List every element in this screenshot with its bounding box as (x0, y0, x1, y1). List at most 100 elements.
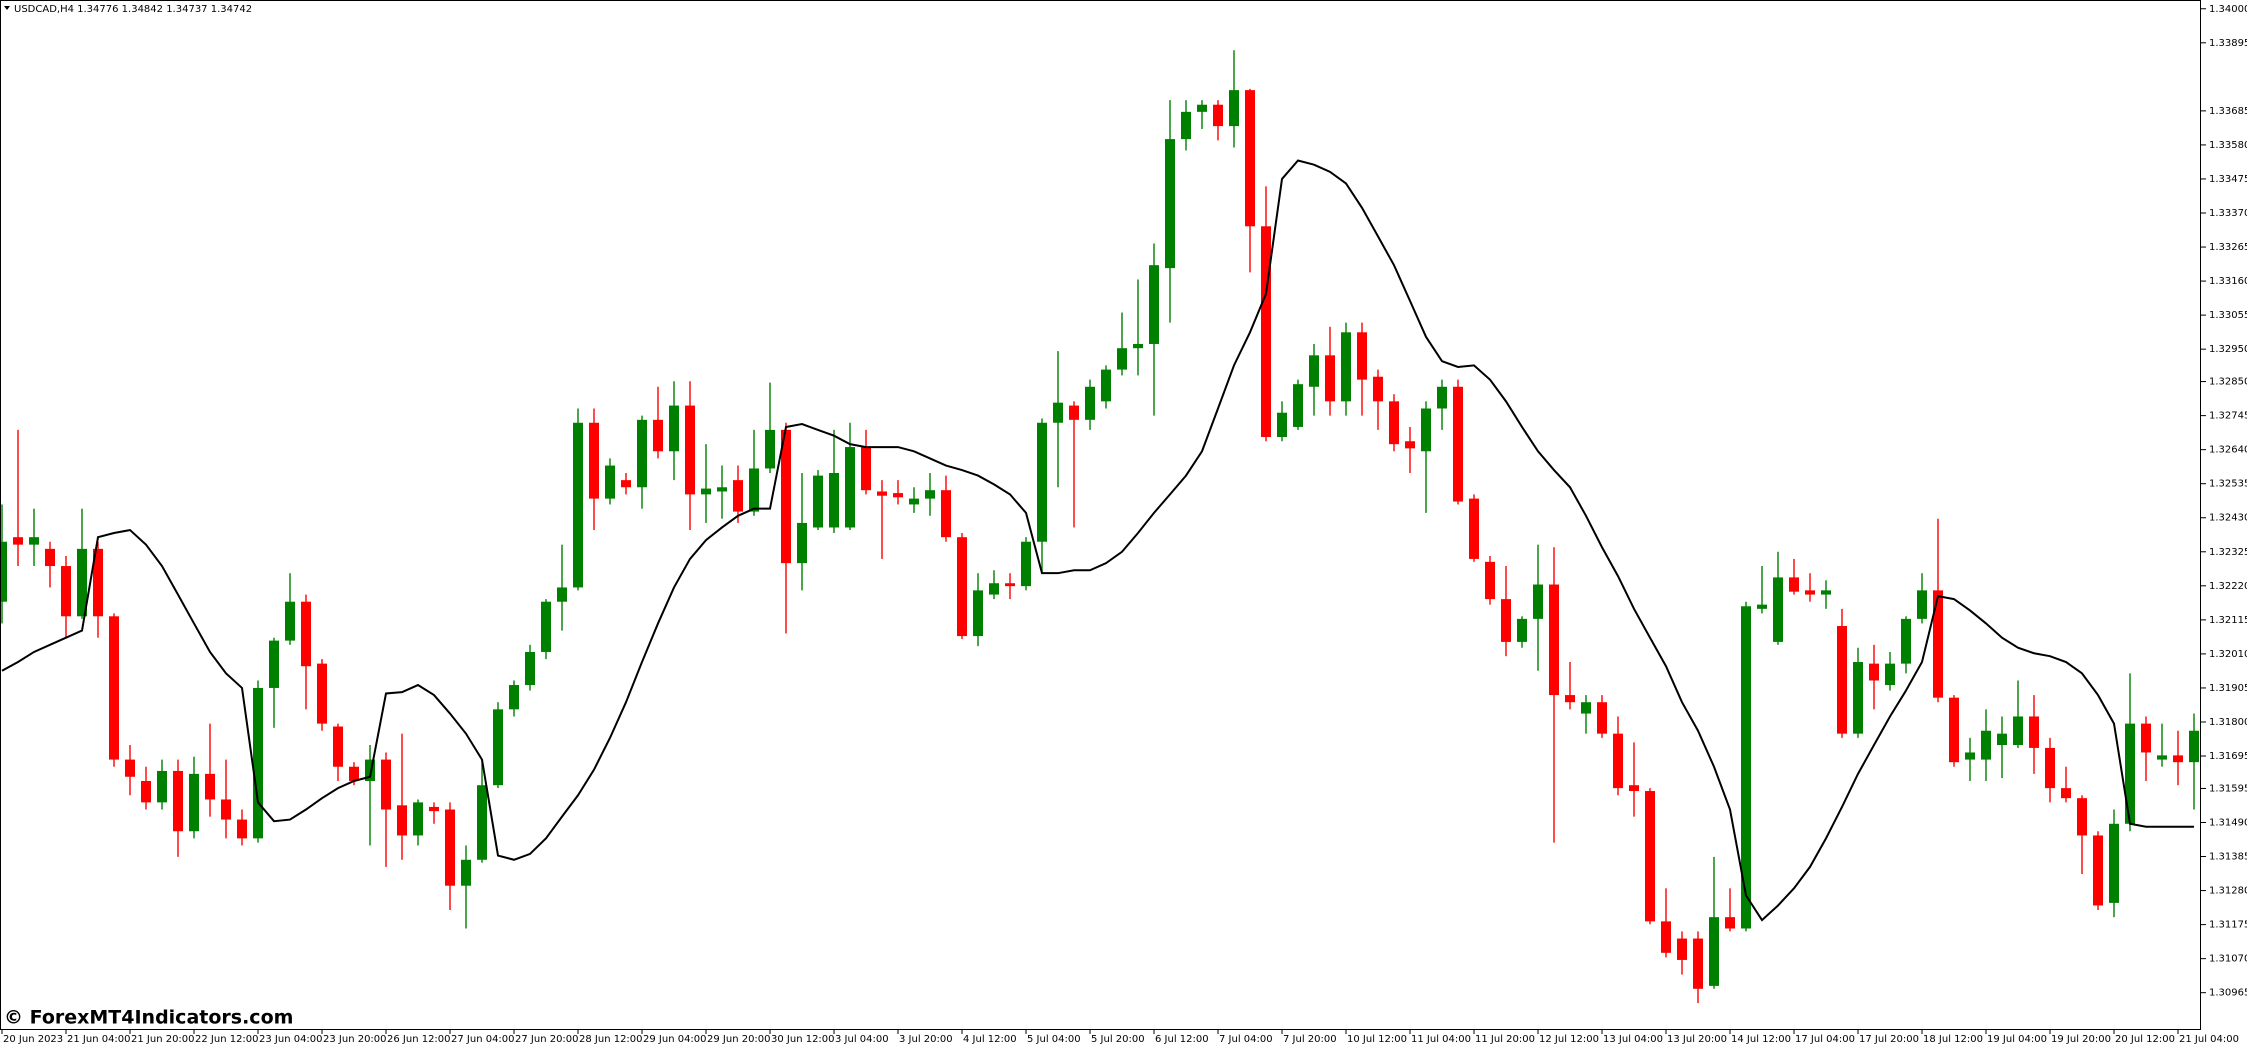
candle-body (1021, 541, 1031, 587)
candle-body (669, 405, 679, 452)
candle-body (1885, 663, 1895, 686)
candle-body (637, 419, 647, 488)
x-tick-label: 21 Jul 04:00 (2179, 1034, 2239, 1045)
x-tick-label: 11 Jul 04:00 (1411, 1034, 1471, 1045)
y-tick-label: 1.33265 (2209, 242, 2247, 253)
candle-body (1757, 604, 1767, 609)
candle-body (605, 465, 615, 499)
x-tick-label: 23 Jun 20:00 (323, 1034, 387, 1045)
candle-body (2173, 755, 2183, 763)
candle-body (413, 802, 423, 836)
candle-body (589, 422, 599, 499)
plot-frame (0, 0, 2201, 1030)
candle-body (909, 498, 919, 505)
candle-body (925, 490, 935, 499)
candle-body (173, 770, 183, 832)
candle-body (285, 601, 295, 641)
x-tick-label: 3 Jul 04:00 (835, 1034, 889, 1045)
candle-body (13, 537, 23, 545)
candle-body (253, 687, 263, 839)
x-tick-label: 27 Jun 04:00 (451, 1034, 515, 1045)
x-tick-label: 7 Jul 04:00 (1219, 1034, 1273, 1045)
candle-body (1245, 90, 1255, 227)
x-tick-label: 29 Jun 20:00 (707, 1034, 771, 1045)
x-tick-label: 30 Jun 12:00 (771, 1034, 835, 1045)
candle-body (557, 587, 567, 602)
candle-body (1101, 369, 1111, 402)
candle-body (541, 601, 551, 652)
candle-body (1005, 583, 1015, 587)
x-tick-label: 17 Jul 20:00 (1859, 1034, 1919, 1045)
candle-body (829, 473, 839, 528)
candle-body (349, 766, 359, 781)
x-tick-label: 5 Jul 04:00 (1027, 1034, 1081, 1045)
y-tick-label: 1.31280 (2209, 886, 2247, 897)
candle-body (493, 709, 503, 786)
candle-body (1165, 139, 1175, 269)
y-tick-label: 1.33370 (2209, 208, 2247, 219)
candle-body (2061, 788, 2071, 799)
x-tick-label: 3 Jul 20:00 (899, 1034, 953, 1045)
candle-body (2029, 716, 2039, 748)
candle-body (1485, 561, 1495, 600)
y-tick-label: 1.31175 (2209, 920, 2247, 931)
candle-body (1469, 498, 1479, 559)
candle-body (861, 447, 871, 491)
candle-body (1741, 606, 1751, 929)
candle-body (157, 770, 167, 803)
x-tick-label: 26 Jun 12:00 (387, 1034, 451, 1045)
candle-body (1533, 584, 1543, 619)
candle-body (1581, 702, 1591, 714)
candle-body (2093, 835, 2103, 906)
x-tick-label: 21 Jun 04:00 (67, 1034, 131, 1045)
candle-body (1997, 733, 2007, 746)
candle-body (1725, 917, 1735, 929)
y-tick-label: 1.33685 (2209, 106, 2247, 117)
candle-body (2141, 723, 2151, 753)
y-tick-label: 1.31385 (2209, 852, 2247, 863)
candle-body (1277, 412, 1287, 438)
candle-body (1821, 590, 1831, 595)
y-tick-label: 1.31070 (2209, 954, 2247, 965)
candle-body (221, 799, 231, 820)
x-tick-label: 10 Jul 12:00 (1347, 1034, 1407, 1045)
candle-body (1709, 917, 1719, 986)
candle-body (621, 480, 631, 488)
candle-body (1565, 695, 1575, 703)
candle-body (1213, 104, 1223, 127)
candle-body (1325, 355, 1335, 402)
x-tick-label: 21 Jun 20:00 (131, 1034, 195, 1045)
candle-body (1421, 408, 1431, 452)
candle-body (205, 773, 215, 800)
y-tick-label: 1.31490 (2209, 817, 2247, 828)
dropdown-icon[interactable] (4, 6, 10, 10)
candle-body (1405, 441, 1415, 449)
x-tick-label: 18 Jul 12:00 (1923, 1034, 1983, 1045)
candle-body (813, 475, 823, 528)
candle-body (845, 447, 855, 528)
plot-area (0, 50, 2199, 1004)
y-tick-label: 1.33055 (2209, 310, 2247, 321)
y-tick-label: 1.30965 (2209, 988, 2247, 999)
y-tick-label: 1.31800 (2209, 717, 2247, 728)
indicator-line (1, 159, 2194, 922)
candle-body (989, 583, 999, 595)
y-tick-label: 1.34000 (2209, 4, 2247, 15)
candle-body (1229, 90, 1239, 127)
candle-body (1773, 577, 1783, 642)
candle-body (1261, 226, 1271, 438)
watermark: © ForexMT4Indicators.com (4, 1007, 293, 1029)
x-tick-label: 6 Jul 12:00 (1155, 1034, 1209, 1045)
candle-body (237, 819, 247, 839)
candle-body (1805, 590, 1815, 595)
y-tick-label: 1.33580 (2209, 140, 2247, 151)
candle-body (973, 590, 983, 637)
y-tick-label: 1.32640 (2209, 445, 2247, 456)
y-tick-label: 1.32220 (2209, 581, 2247, 592)
candle-body (77, 548, 87, 617)
candle-body (397, 805, 407, 836)
y-tick-label: 1.33475 (2209, 174, 2247, 185)
y-tick-label: 1.32115 (2209, 615, 2247, 626)
y-tick-label: 1.32535 (2209, 479, 2247, 490)
